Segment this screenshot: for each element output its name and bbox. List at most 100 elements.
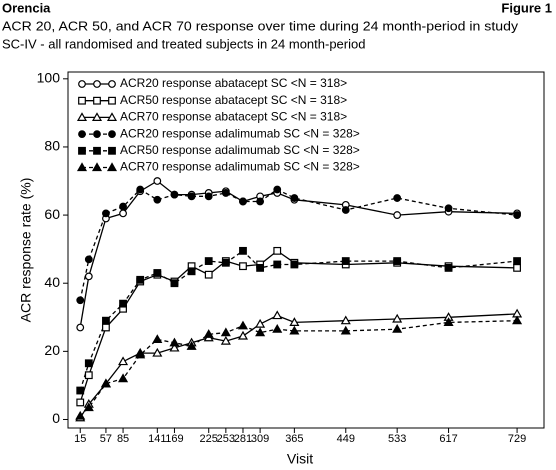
- legend-marker: [93, 130, 101, 139]
- marker: [118, 356, 129, 366]
- marker: [393, 211, 402, 219]
- marker: [102, 323, 110, 332]
- marker: [392, 323, 403, 333]
- marker: [272, 310, 283, 320]
- marker: [152, 334, 163, 344]
- marker: [392, 313, 403, 323]
- marker: [119, 202, 127, 211]
- marker: [84, 272, 93, 281]
- legend-marker: [78, 80, 86, 88]
- marker: [255, 327, 266, 337]
- marker: [256, 263, 265, 272]
- marker: [221, 189, 230, 197]
- marker: [187, 192, 196, 201]
- marker: [239, 262, 247, 271]
- marker: [340, 325, 351, 335]
- legend-label: ACR20 response adalimumab SC <N = 328>: [120, 126, 360, 140]
- legend-label: ACR20 response abatacept SC <N = 318>: [120, 76, 347, 90]
- marker: [273, 260, 282, 269]
- legend-marker: [108, 96, 116, 105]
- y-tick-label: 20: [44, 342, 60, 358]
- header-left: Orencia: [2, 0, 51, 15]
- series-line: [79, 313, 518, 419]
- y-tick-label: 80: [44, 138, 60, 154]
- marker: [102, 209, 110, 218]
- x-axis-label: Visit: [287, 451, 313, 467]
- legend-marker: [91, 112, 103, 122]
- marker: [153, 177, 162, 185]
- y-tick-label: 40: [44, 274, 60, 290]
- x-tick-label: 309: [251, 433, 269, 445]
- series-line: [79, 320, 518, 417]
- marker: [76, 323, 85, 332]
- marker: [186, 341, 197, 350]
- marker: [153, 195, 162, 204]
- chart-title: SC-IV - all randomised and treated subje…: [2, 36, 365, 51]
- marker: [170, 279, 179, 288]
- marker: [237, 330, 249, 340]
- marker: [204, 257, 213, 265]
- legend-label: ACR50 response adalimumab SC <N = 328>: [120, 143, 360, 157]
- x-tick-label: 225: [200, 433, 218, 445]
- marker: [135, 349, 146, 359]
- marker: [204, 192, 213, 201]
- x-tick-label: 15: [74, 433, 86, 445]
- marker: [393, 257, 402, 265]
- marker: [513, 211, 521, 219]
- x-tick-label: 729: [508, 433, 526, 445]
- marker: [187, 267, 196, 276]
- x-tick-label: 533: [388, 433, 406, 445]
- x-tick-label: 141: [148, 433, 166, 445]
- marker: [170, 190, 179, 199]
- y-tick-label: 60: [44, 206, 60, 222]
- marker: [84, 371, 93, 380]
- x-tick-label: 281: [234, 433, 252, 445]
- legend-marker: [78, 146, 86, 155]
- marker: [153, 269, 162, 277]
- marker: [100, 378, 111, 388]
- marker: [290, 194, 299, 202]
- marker: [393, 194, 402, 202]
- marker: [239, 246, 247, 255]
- marker: [341, 257, 350, 265]
- marker: [221, 258, 230, 267]
- plot-frame: [67, 71, 545, 429]
- header-right: Figure 1: [501, 0, 552, 15]
- x-tick-label: 169: [165, 433, 183, 445]
- marker: [76, 386, 85, 395]
- marker: [83, 402, 94, 412]
- marker: [513, 263, 521, 272]
- x-tick-label: 617: [439, 433, 457, 445]
- y-tick-label: 0: [52, 410, 60, 426]
- marker: [289, 325, 300, 335]
- legend-marker: [91, 162, 103, 172]
- marker: [84, 255, 93, 264]
- marker: [102, 316, 110, 325]
- marker: [152, 347, 163, 357]
- series-line: [79, 250, 518, 403]
- y-axis-label: ACR response rate (%): [18, 178, 34, 323]
- marker: [512, 315, 523, 325]
- marker: [289, 317, 300, 326]
- x-tick-label: 449: [337, 433, 355, 445]
- legend-marker: [93, 80, 101, 88]
- legend-marker: [108, 146, 116, 155]
- marker: [220, 327, 231, 337]
- marker: [513, 257, 521, 265]
- legend-marker: [76, 112, 88, 122]
- marker: [443, 317, 454, 326]
- x-tick-label: 85: [117, 433, 129, 445]
- marker: [136, 275, 145, 284]
- marker: [237, 320, 249, 330]
- legend-label: ACR50 response abatacept SC <N = 318>: [120, 93, 347, 107]
- marker: [119, 209, 127, 218]
- legend-marker: [108, 130, 116, 139]
- legend-label: ACR70 response abatacept SC <N = 318>: [120, 110, 347, 124]
- x-tick-label: 57: [100, 433, 112, 445]
- marker: [169, 337, 180, 347]
- marker: [444, 263, 453, 272]
- marker: [273, 246, 282, 255]
- legend-marker: [93, 96, 101, 105]
- legend-label: ACR70 response adalimumab SC <N = 328>: [120, 160, 360, 174]
